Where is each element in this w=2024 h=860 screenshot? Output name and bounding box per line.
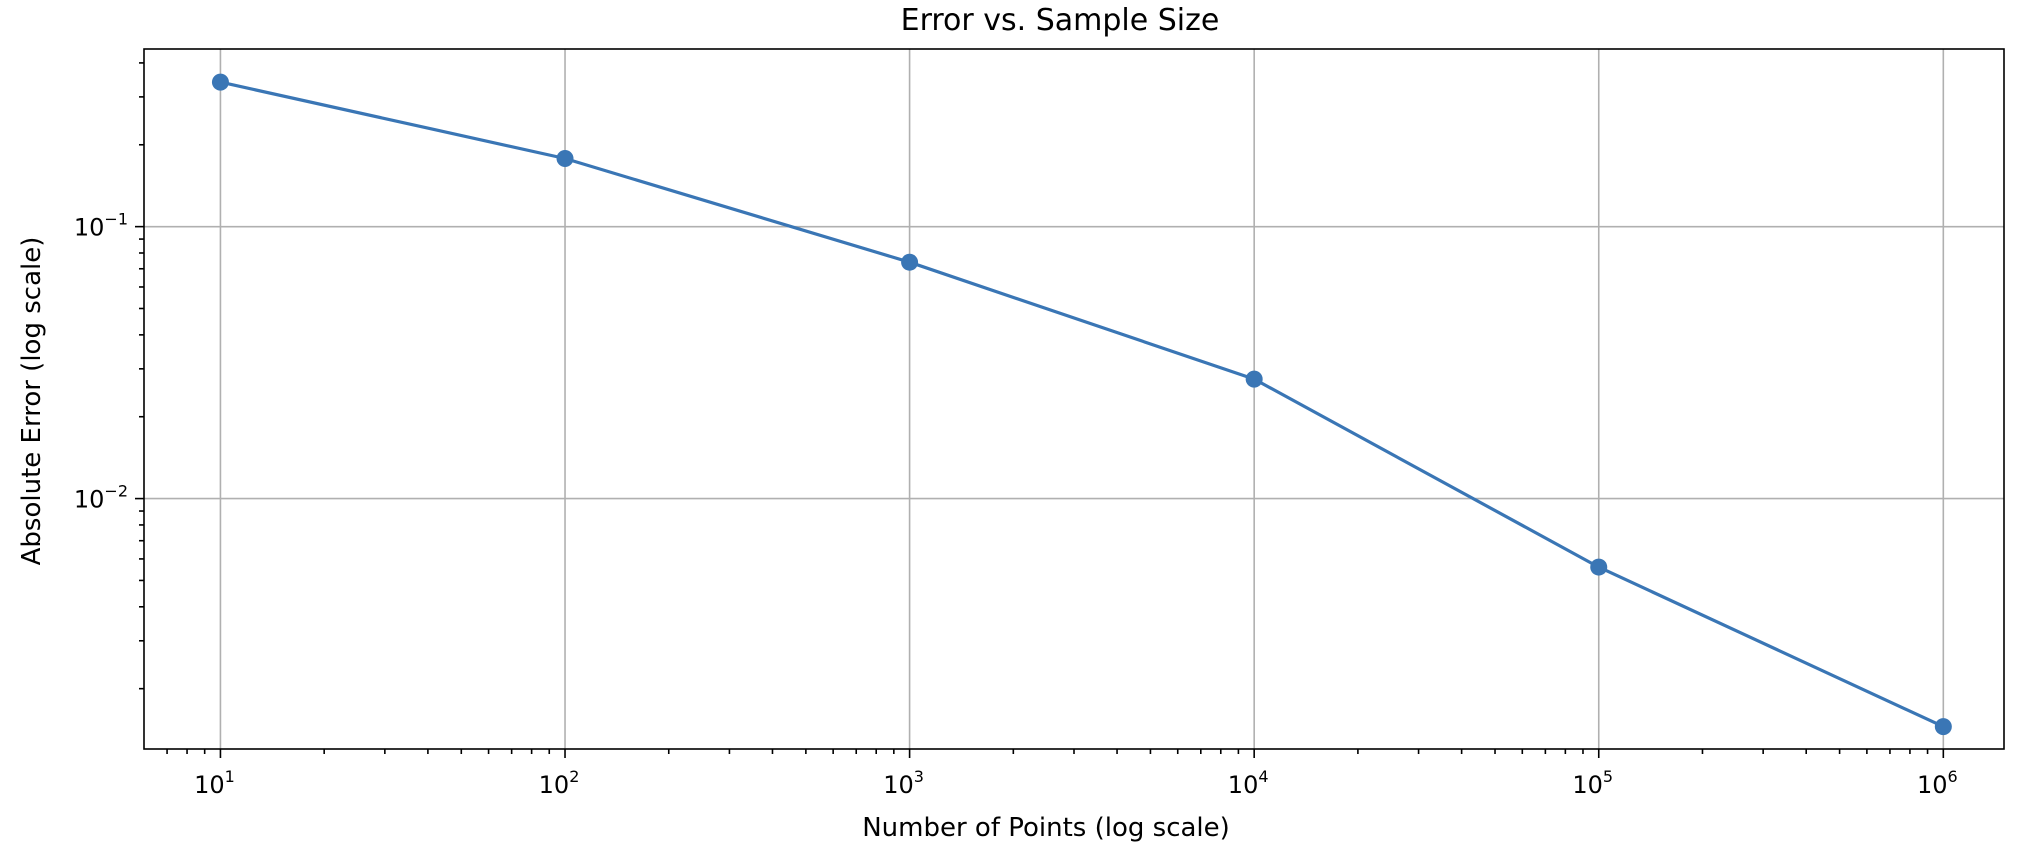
major-ticks bbox=[135, 225, 1945, 758]
y-axis-label: Absolute Error (log scale) bbox=[17, 237, 47, 566]
x-tick-labels: 101 102 103 104 105 106 bbox=[194, 767, 1958, 799]
x-axis-label: Number of Points (log scale) bbox=[862, 813, 1230, 843]
x-tick-label: 104 bbox=[1228, 767, 1269, 799]
minor-ticks bbox=[139, 62, 1929, 754]
x-tick-label: 102 bbox=[539, 767, 580, 799]
series bbox=[211, 73, 1952, 736]
x-tick-label: 105 bbox=[1572, 767, 1613, 799]
data-point bbox=[556, 150, 574, 168]
y-tick-label: 10−2 bbox=[74, 482, 128, 514]
y-tick-labels: 10−1 10−2 bbox=[74, 210, 128, 514]
plot-frame bbox=[143, 48, 2005, 750]
x-tick-label: 103 bbox=[883, 767, 924, 799]
grid-lines bbox=[144, 49, 2004, 749]
chart-title: Error vs. Sample Size bbox=[901, 3, 1220, 38]
data-point bbox=[211, 73, 229, 91]
series-line bbox=[220, 80, 1944, 729]
x-tick-label: 106 bbox=[1917, 767, 1958, 799]
data-point bbox=[901, 253, 919, 271]
x-tick-label: 101 bbox=[194, 767, 235, 799]
data-point bbox=[1245, 370, 1263, 388]
data-point bbox=[1934, 718, 1952, 736]
data-point bbox=[1590, 558, 1608, 576]
y-tick-label: 10−1 bbox=[74, 210, 128, 242]
